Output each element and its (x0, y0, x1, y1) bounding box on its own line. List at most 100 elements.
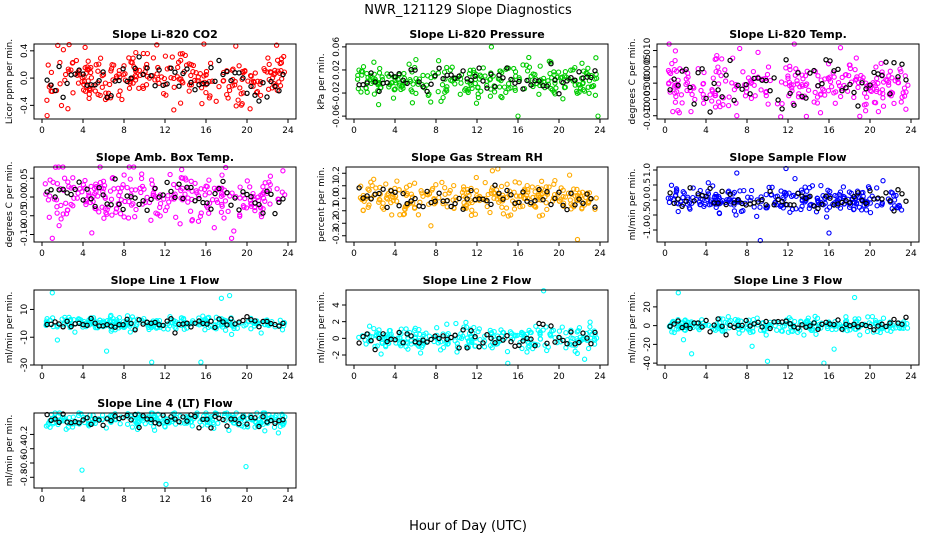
data-point (700, 80, 707, 87)
data-point (71, 195, 77, 201)
data-point (444, 64, 450, 71)
data-point (468, 185, 474, 192)
data-point (898, 99, 904, 105)
data-point (379, 74, 385, 80)
reference-point (572, 202, 578, 208)
reference-point (180, 70, 186, 77)
reference-point (368, 196, 374, 202)
y-tick-label: 1.0 (643, 163, 653, 178)
data-point (265, 86, 272, 92)
reference-point (240, 75, 246, 81)
data-point (484, 203, 490, 210)
panel-7: Slope Line 1 Flow 0 4 8 12 16 20 24 -30 -10 10 ml/m… (5, 274, 297, 382)
data-point (133, 206, 139, 213)
data-point (96, 209, 102, 215)
reference-point (819, 321, 825, 327)
reference-point (747, 323, 753, 329)
y-tick-label: 0.5 (643, 178, 653, 192)
data-point (434, 325, 440, 331)
x-tick-label: 24 (282, 126, 294, 136)
y-tick-label: -0.4 (20, 440, 30, 458)
data-point (570, 67, 576, 73)
x-tick-label: 16 (200, 372, 212, 382)
reference-point (460, 327, 466, 333)
reference-point (452, 332, 458, 338)
reference-point (228, 202, 234, 208)
data-point (840, 184, 847, 190)
y-tick-label: 0.06 (332, 37, 342, 57)
data-point (894, 204, 900, 211)
outlier-point (243, 463, 249, 470)
reference-point (508, 76, 514, 83)
data-point (279, 189, 285, 195)
data-point (720, 316, 726, 322)
data-point (679, 100, 685, 106)
y-axis-label: ml/min per min. (628, 169, 638, 241)
data-point (724, 197, 730, 203)
data-point (95, 91, 101, 98)
data-point (121, 63, 127, 69)
data-point (824, 207, 830, 213)
reference-point (771, 75, 777, 81)
reference-point (727, 57, 733, 64)
data-point (45, 422, 51, 428)
reference-point (192, 86, 198, 93)
reference-point (679, 324, 685, 331)
data-point (411, 205, 418, 211)
data-point (777, 203, 784, 210)
reference-point (811, 203, 817, 209)
reference-point (148, 416, 154, 423)
reference-point (64, 318, 70, 324)
data-point (120, 319, 127, 325)
reference-point (691, 198, 697, 204)
data-point (69, 60, 76, 66)
reference-point (699, 66, 705, 72)
data-point (267, 201, 273, 207)
data-point (736, 330, 742, 336)
data-point (358, 89, 364, 95)
y-tick-label: 0.0 (643, 193, 653, 208)
data-point (172, 324, 178, 330)
data-point (788, 328, 794, 334)
data-point (800, 76, 806, 82)
panel-title: Slope Line 4 (LT) Flow (97, 397, 232, 410)
y-tick-label: 0.02 (332, 60, 342, 80)
data-point (713, 204, 719, 211)
data-point (512, 179, 518, 185)
data-point (401, 211, 408, 217)
data-point (667, 70, 674, 77)
reference-point (100, 69, 106, 75)
y-axis-label: Licor ppm per min. (5, 39, 15, 124)
data-point (130, 201, 136, 207)
data-point (473, 188, 480, 194)
data-point (366, 187, 372, 193)
data-point (856, 204, 863, 210)
x-tick-label: 16 (512, 372, 524, 382)
data-point (366, 323, 373, 329)
data-point (548, 85, 554, 92)
outlier-point (488, 44, 495, 50)
data-point (219, 191, 225, 197)
data-point (585, 65, 591, 71)
data-point (409, 100, 416, 106)
x-tick-label: 24 (905, 249, 917, 259)
data-point (277, 423, 283, 430)
reference-point (743, 317, 749, 324)
data-point (858, 72, 864, 79)
data-point (846, 72, 852, 79)
reference-point (380, 186, 386, 192)
data-point (54, 210, 60, 216)
reference-point (172, 69, 178, 75)
reference-point (903, 314, 909, 320)
x-tick-label: 8 (433, 126, 439, 136)
data-point (745, 194, 751, 200)
outlier-point (103, 348, 110, 354)
reference-point (268, 417, 274, 424)
data-point (54, 181, 61, 187)
data-point (487, 209, 493, 216)
data-point (520, 62, 526, 68)
reference-point (356, 340, 362, 346)
data-point (545, 78, 551, 84)
y-tick-label: -20 (643, 337, 653, 352)
data-point (144, 50, 151, 57)
